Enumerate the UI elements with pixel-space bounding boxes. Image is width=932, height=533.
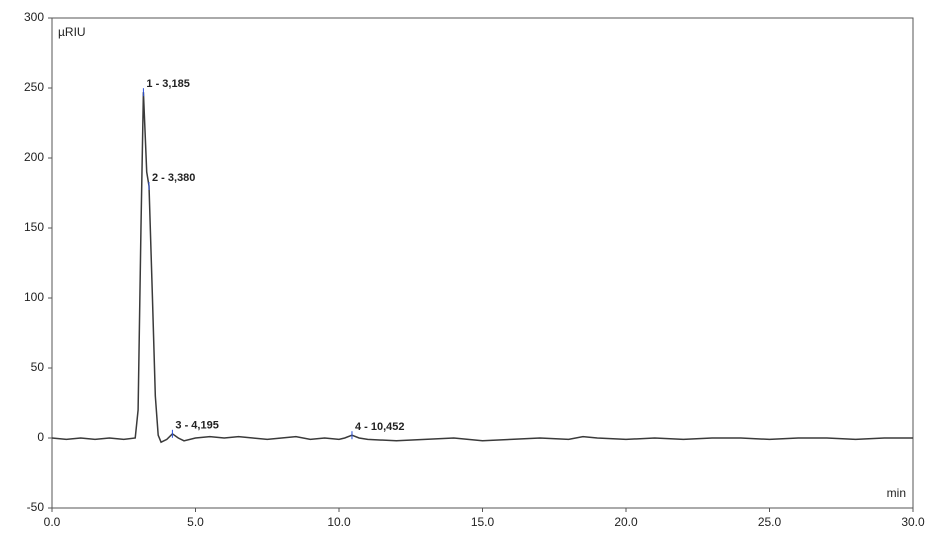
x-tick-label: 5.0 — [187, 515, 204, 529]
y-tick-label: 300 — [24, 10, 44, 24]
x-tick-label: 10.0 — [327, 515, 351, 529]
y-tick-label: 50 — [31, 360, 45, 374]
plot-frame — [51, 17, 914, 509]
y-tick-label: 150 — [24, 220, 44, 234]
x-tick-label: 25.0 — [758, 515, 782, 529]
y-tick-label: 250 — [24, 80, 44, 94]
trace — [51, 92, 913, 444]
peak-label: 2 - 3,380 — [152, 172, 195, 184]
y-tick-label: -50 — [27, 500, 45, 514]
peak-label: 1 - 3,185 — [146, 78, 189, 90]
x-axis-label: min — [887, 486, 906, 500]
x-tick-label: 0.0 — [44, 515, 61, 529]
y-tick-label: 200 — [24, 150, 44, 164]
peak-label: 4 - 10,452 — [355, 421, 405, 433]
y-tick-label: 0 — [37, 430, 44, 444]
x-tick-label: 30.0 — [901, 515, 925, 529]
peak-label: 3 - 4,195 — [175, 420, 218, 432]
x-tick-label: 20.0 — [614, 515, 638, 529]
y-tick-label: 100 — [24, 290, 44, 304]
x-tick-label: 15.0 — [471, 515, 495, 529]
y-axis-label: µRIU — [58, 25, 86, 39]
